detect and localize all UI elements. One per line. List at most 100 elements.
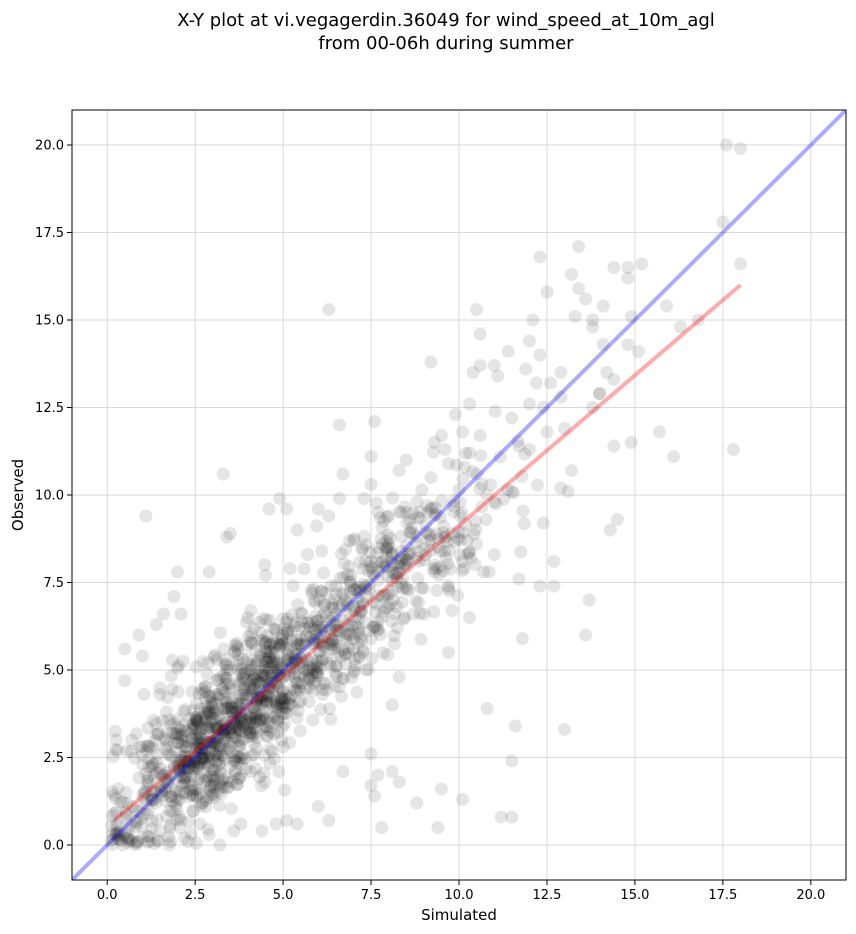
scatter-point-200 <box>173 764 187 778</box>
scatter-point-816 <box>239 665 253 679</box>
scatter-point-1537 <box>280 814 294 827</box>
scatter-point-739 <box>352 651 366 665</box>
scatter-point-1347 <box>427 605 441 619</box>
scatter-point-577 <box>145 757 159 771</box>
scatter-point-92 <box>206 752 220 766</box>
scatter-point-678 <box>178 735 192 749</box>
scatter-point-1307 <box>382 587 396 601</box>
scatter-point-408 <box>176 779 190 793</box>
scatter-point-1174 <box>417 541 431 555</box>
scatter-point-166 <box>209 738 223 752</box>
scatter-point-1310 <box>460 533 474 547</box>
scatter-point-278 <box>123 818 137 832</box>
scatter-point-1362 <box>467 527 481 541</box>
scatter-point-1164 <box>368 605 382 619</box>
scatter-point-1077 <box>288 650 302 664</box>
scatter-point-1140 <box>298 650 312 664</box>
scatter-point-794 <box>249 699 263 712</box>
scatter-point-827 <box>339 626 353 640</box>
scatter-point-512 <box>212 745 226 759</box>
scatter-point-78 <box>148 793 162 806</box>
scatter-point-1020 <box>220 660 234 673</box>
scatter-point-853 <box>376 646 390 660</box>
scatter-point-89 <box>230 778 244 791</box>
scatter-point-241 <box>135 819 148 833</box>
scatter-point-1509 <box>329 660 343 673</box>
scatter-point-329 <box>247 682 261 696</box>
scatter-point-1322 <box>390 580 404 594</box>
scatter-point-339 <box>254 713 268 727</box>
scatter-point-1461 <box>371 506 385 519</box>
scatter-point-1050 <box>354 583 368 597</box>
scatter-point-268 <box>187 718 201 732</box>
scatter-point-808 <box>386 491 400 505</box>
scatter-point-963 <box>347 582 361 596</box>
scatter-point-449 <box>234 768 248 782</box>
scatter-point-441 <box>178 750 192 764</box>
scatter-point-1217 <box>458 460 472 474</box>
scatter-point-252 <box>252 690 266 704</box>
scatter-point-971 <box>314 703 328 717</box>
scatter-point-576 <box>214 766 227 780</box>
scatter-point-868 <box>232 700 246 714</box>
scatter-point-225 <box>137 687 151 701</box>
scatter-point-904 <box>247 672 261 686</box>
scatter-point-183 <box>275 720 289 734</box>
scatter-point-1450 <box>505 485 519 498</box>
scatter-point-1401 <box>621 338 635 351</box>
scatter-point-120 <box>291 638 305 652</box>
scatter-point-534 <box>208 736 222 750</box>
scatter-point-1517 <box>508 719 522 733</box>
scatter-point-809 <box>217 718 231 732</box>
scatter-point-1379 <box>621 261 635 274</box>
scatter-point-1082 <box>336 671 350 685</box>
scatter-point-833 <box>284 660 298 674</box>
scatter-point-1416 <box>463 397 477 411</box>
scatter-point-117 <box>244 706 258 720</box>
scatter-point-1106 <box>265 634 279 648</box>
scatter-point-797 <box>249 643 263 657</box>
scatter-point-231 <box>307 633 320 647</box>
scatter-point-997 <box>295 615 309 629</box>
scatter-point-277 <box>187 770 201 784</box>
scatter-point-756 <box>263 645 277 659</box>
scatter-point-210 <box>224 739 238 753</box>
scatter-point-1134 <box>285 699 299 713</box>
scatter-point-832 <box>263 637 277 651</box>
scatter-point-126 <box>311 666 325 680</box>
scatter-point-991 <box>275 633 289 647</box>
scatter-point-1410 <box>607 373 621 386</box>
scatter-point-869 <box>230 750 244 763</box>
scatter-point-1468 <box>223 527 237 540</box>
scatter-point-1096 <box>348 652 362 666</box>
scatter-point-296 <box>190 727 203 741</box>
x-tick-label-0: 0.0 <box>97 888 118 903</box>
scatter-point-1236 <box>356 541 370 555</box>
scatter-point-1531 <box>368 789 382 803</box>
scatter-point-1540 <box>505 810 519 824</box>
scatter-point-1135 <box>330 624 344 638</box>
scatter-point-935 <box>217 669 231 683</box>
scatter-point-714 <box>313 645 327 659</box>
scatter-point-1536 <box>311 800 325 813</box>
scatter-point-1132 <box>289 653 303 667</box>
scatter-point-376 <box>256 720 270 734</box>
scatter-point-4 <box>275 637 289 651</box>
scatter-point-216 <box>256 693 269 707</box>
scatter-point-132 <box>280 654 294 668</box>
scatter-point-839 <box>275 685 289 699</box>
scatter-point-628 <box>181 776 195 790</box>
scatter-point-1478 <box>301 548 315 561</box>
scatter-point-974 <box>305 637 319 651</box>
scatter-point-209 <box>247 671 261 685</box>
scatter-point-702 <box>337 672 351 686</box>
scatter-point-761 <box>350 583 364 597</box>
scatter-point-417 <box>157 768 171 782</box>
scatter-point-1471 <box>445 527 459 540</box>
scatter-point-1361 <box>424 543 438 557</box>
scatter-point-482 <box>256 668 270 682</box>
scatter-point-511 <box>221 702 235 715</box>
y-axis-ticks: 0.02.55.07.510.012.515.017.520.0 <box>35 139 72 854</box>
scatter-point-941 <box>276 683 290 697</box>
scatter-point-1258 <box>456 472 470 486</box>
